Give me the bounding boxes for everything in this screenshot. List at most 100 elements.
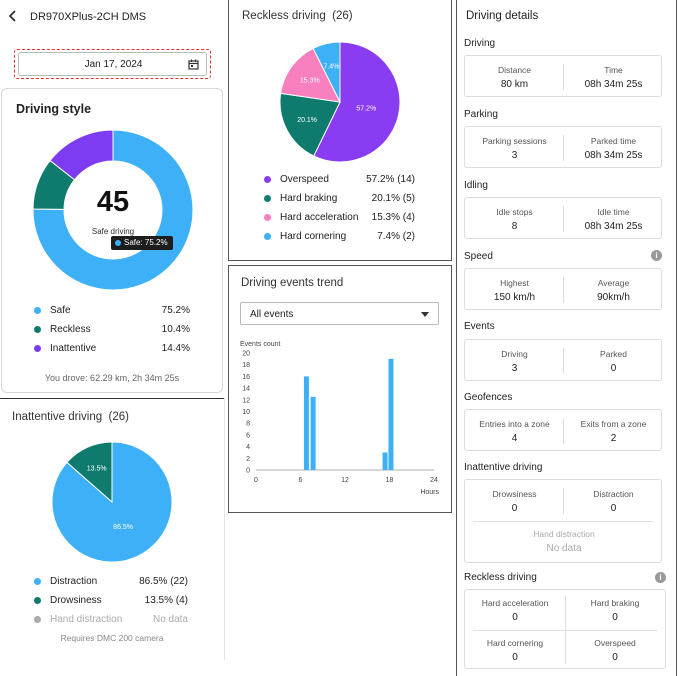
events-stats: Driving 3 Parked 0 [464, 339, 662, 381]
event-bar [310, 396, 316, 470]
slice-inattentive [49, 130, 114, 181]
legend-reckless: Reckless [34, 324, 91, 335]
legend-inattentive: Inattentive [34, 343, 96, 354]
legend-hand-distraction: Hand distraction [34, 614, 122, 625]
idling-section-title: Idling [464, 180, 488, 191]
hand-distraction-dot [34, 616, 41, 623]
legend-hard-braking: Hard braking [264, 193, 337, 204]
parking-stats: Parking sessions 3 Parked time 08h 34m 25s [464, 126, 662, 168]
device-title: DR970XPlus-2CH DMS [30, 11, 147, 23]
y-tick-label: 20 [242, 351, 250, 358]
slice-label: 20.1% [297, 117, 317, 124]
legend-label: Distraction [50, 576, 98, 587]
x-tick-label: 18 [386, 477, 394, 484]
y-axis-label: Events count [240, 341, 281, 348]
events-trend-title: Driving events trend [241, 277, 344, 289]
donut-tooltip-text: Safe: 75.2% [124, 238, 168, 247]
legend-label: Reckless [50, 324, 91, 335]
speed-section-title: Speed [464, 251, 493, 262]
hard-cornering-dot [264, 233, 271, 240]
stat-divider [563, 206, 564, 232]
hard-braking-dot [264, 195, 271, 202]
slice-drowsiness [66, 442, 113, 504]
slice-label: 15.3% [300, 78, 320, 85]
section-divider [0, 398, 224, 399]
stat-parking-sessions: Parking sessions 3 [482, 136, 547, 161]
info-icon[interactable]: i [655, 572, 666, 583]
stat-overspeed: Overspeed 0 [594, 638, 636, 663]
legend-value: 14.4% [161, 343, 190, 354]
stat-divider [563, 348, 564, 374]
stat-drowsiness: Drowsiness 0 [492, 489, 537, 514]
legend-distraction: Distraction [34, 576, 97, 587]
legend-label: Hard cornering [280, 231, 347, 242]
legend-safe: Safe [34, 305, 71, 316]
inattentive-dot [34, 345, 41, 352]
stat-hand-distraction: Hand distraction No data [533, 529, 595, 554]
legend-hard-cornering: Hard cornering [264, 231, 346, 242]
geofences-stats: Entries into a zone 4 Exits from a zone 2 [464, 409, 662, 451]
y-tick-label: 8 [246, 421, 250, 428]
stat-divider [563, 277, 564, 303]
reckless-title: Reckless driving (26) [242, 10, 353, 22]
inattentive-pie: 86.5% 13.5% [52, 442, 172, 562]
speed-stats: Highest 150 km/h Average 90km/h [464, 268, 662, 310]
legend-label: Drowsiness [50, 595, 102, 606]
driving-score: 45 [96, 186, 130, 218]
stat-parked-events: Parked 0 [600, 349, 627, 374]
legend-drowsiness: Drowsiness [34, 595, 102, 606]
legend-value: 13.5% (4) [144, 595, 188, 606]
driving-section-title: Driving [464, 38, 496, 49]
y-tick-label: 10 [242, 409, 250, 416]
stat-parked-time: Parked time 08h 34m 25s [584, 136, 643, 161]
slice-hard-acceleration [280, 47, 341, 103]
slice-label: 7.4% [323, 63, 339, 70]
slice-label: 57.2% [356, 106, 376, 113]
y-tick-label: 4 [246, 444, 250, 451]
x-axis-label: Hours [420, 489, 439, 496]
events-select[interactable]: All events [240, 302, 439, 325]
events-trend-panel [228, 265, 452, 513]
reckless-dot [34, 326, 41, 333]
x-tick-label: 24 [430, 477, 438, 484]
stat-divider [563, 64, 564, 90]
legend-value: 10.4% [161, 324, 190, 335]
legend-value: 86.5% (22) [139, 576, 188, 587]
back-arrow-icon[interactable] [8, 10, 18, 22]
legend-value: 20.1% (5) [371, 193, 415, 204]
reckless-pie: 57.2% 20.1% 15.3% 7.4% [280, 42, 400, 162]
driving-stats: Distance 80 km Time 08h 34m 25s [464, 55, 662, 97]
stat-time: Time 08h 34m 25s [584, 65, 643, 90]
legend-overspeed: Overspeed [264, 174, 329, 185]
donut-tooltip: Safe: 75.2% [111, 236, 173, 250]
details-title: Driving details [466, 10, 539, 22]
idling-stats: Idle stops 8 Idle time 08h 34m 25s [464, 197, 662, 239]
calendar-icon[interactable] [188, 59, 199, 70]
legend-value: No data [152, 614, 188, 625]
x-tick-label: 0 [254, 477, 258, 484]
chevron-down-icon [421, 312, 429, 317]
legend-label: Hard acceleration [280, 212, 359, 223]
info-icon[interactable]: i [651, 250, 662, 261]
distraction-dot [34, 578, 41, 585]
legend-label: Overspeed [280, 174, 329, 185]
slice-label: 86.5% [113, 524, 133, 531]
inattentive-stats: Drowsiness 0 Distraction 0 Hand distractio… [464, 479, 662, 563]
stat-highest-speed: Highest 150 km/h [493, 278, 536, 303]
date-picker[interactable]: Jan 17, 2024 [18, 52, 207, 76]
y-tick-label: 12 [242, 397, 250, 404]
hard-acceleration-dot [264, 214, 271, 221]
legend-value: 57.2% (14) [366, 174, 415, 185]
stat-idle-stops: Idle stops 8 [496, 207, 533, 232]
stat-row-divider [473, 521, 653, 522]
stat-driving-events: Driving 3 [501, 349, 528, 374]
safe-dot [34, 307, 41, 314]
slice-distraction [52, 442, 172, 562]
y-tick-label: 0 [246, 468, 250, 475]
x-tick-label: 6 [299, 477, 303, 484]
stat-divider [563, 135, 564, 161]
stat-divider [563, 418, 564, 444]
event-bar [303, 376, 309, 470]
events-select-value: All events [250, 309, 294, 320]
